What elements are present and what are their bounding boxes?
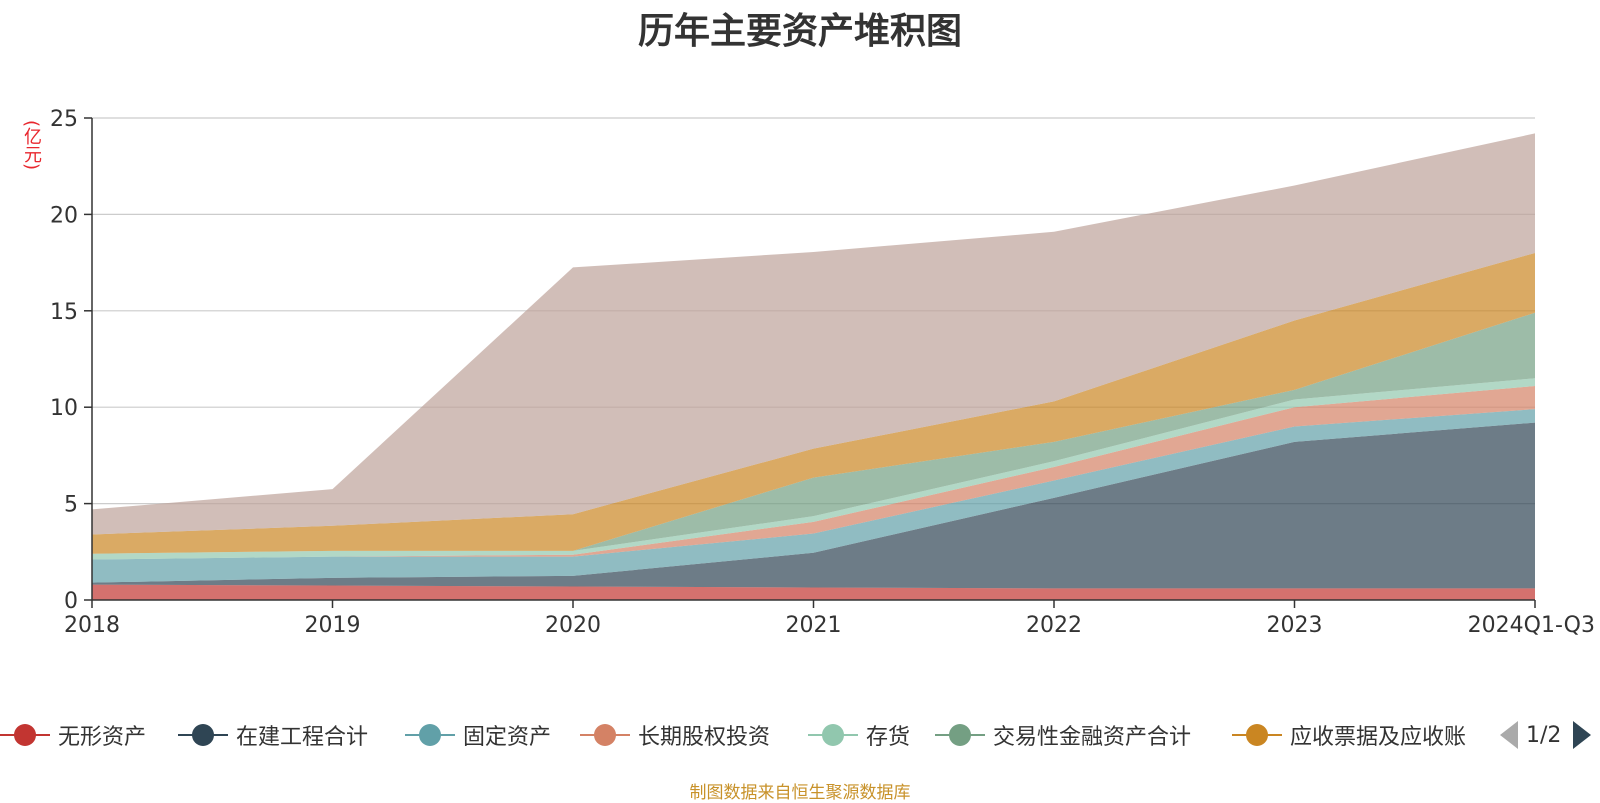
x-tick-label: 2019: [305, 613, 361, 638]
legend-item-2[interactable]: 固定资产: [405, 718, 551, 752]
x-tick-label: 2023: [1267, 613, 1323, 638]
area-series-4: [92, 378, 1535, 560]
x-tick-label: 2021: [786, 613, 842, 638]
legend-label: 存货: [866, 725, 911, 750]
legend-item-4[interactable]: 存货: [808, 718, 910, 752]
y-axis-unit: (亿元): [21, 120, 42, 171]
stacked-areas: [92, 133, 1535, 600]
legend-label: 无形资产: [58, 725, 147, 750]
legend-item-0[interactable]: 无形资产: [0, 718, 146, 752]
area-series-1: [92, 422, 1535, 589]
legend: 1/2 无形资产 在建工程合计 固定资产 长期股权投资 存货 交易性金融资产合计 应收票据及…: [0, 718, 1600, 752]
y-tick-label: 0: [64, 589, 78, 614]
axes: 0 5 10 15 20 25 2018 2019 2020 2021 2022 2023 2024Q1…: [50, 107, 1595, 638]
x-tick-label: 2018: [64, 613, 120, 638]
legend-label: 交易性金融资产合计: [993, 725, 1192, 750]
legend-item-6[interactable]: 应收票据及应收账: [1232, 718, 1466, 752]
y-tick-label: 15: [50, 300, 78, 325]
area-series-5: [92, 312, 1535, 554]
legend-marker-icon: [0, 718, 50, 752]
legend-marker-icon: [178, 718, 228, 752]
x-tick-label: 2024Q1-Q3: [1468, 613, 1595, 638]
y-tick-label: 20: [50, 203, 78, 228]
y-tick-label: 25: [50, 107, 78, 132]
x-tick-label: 2020: [545, 613, 601, 638]
legend-label: 固定资产: [463, 725, 552, 750]
legend-marker-icon: [580, 718, 630, 752]
x-tick-label: 2022: [1026, 613, 1082, 638]
area-series-3: [92, 385, 1535, 560]
y-tick-label: 5: [64, 493, 78, 518]
area-chart: 0 5 10 15 20 25 2018 2019 2020 2021 2022 2023 2024Q1…: [50, 107, 1595, 638]
legend-pager[interactable]: 1/2: [1500, 718, 1592, 752]
legend-marker-icon: [808, 718, 858, 752]
source-note: 制图数据来自恒生聚源数据库: [689, 783, 911, 803]
legend-label: 长期股权投资: [638, 725, 771, 750]
legend-marker-icon: [935, 718, 985, 752]
legend-item-5[interactable]: 交易性金融资产合计: [935, 718, 1191, 752]
legend-item-1[interactable]: 在建工程合计: [178, 718, 368, 752]
legend-item-3[interactable]: 长期股权投资: [580, 718, 770, 752]
legend-label: 应收票据及应收账: [1290, 725, 1467, 750]
legend-marker-icon: [1232, 718, 1282, 752]
legend-label: 在建工程合计: [236, 725, 369, 750]
legend-next-icon[interactable]: [1573, 721, 1592, 749]
chart-title: 历年主要资产堆积图: [637, 11, 962, 52]
area-series-7: [92, 133, 1535, 535]
legend-page-indicator: 1/2: [1526, 722, 1562, 748]
area-series-2: [92, 409, 1535, 583]
legend-marker-icon: [405, 718, 455, 752]
y-tick-label: 10: [50, 396, 78, 421]
legend-prev-icon[interactable]: [1500, 721, 1518, 749]
